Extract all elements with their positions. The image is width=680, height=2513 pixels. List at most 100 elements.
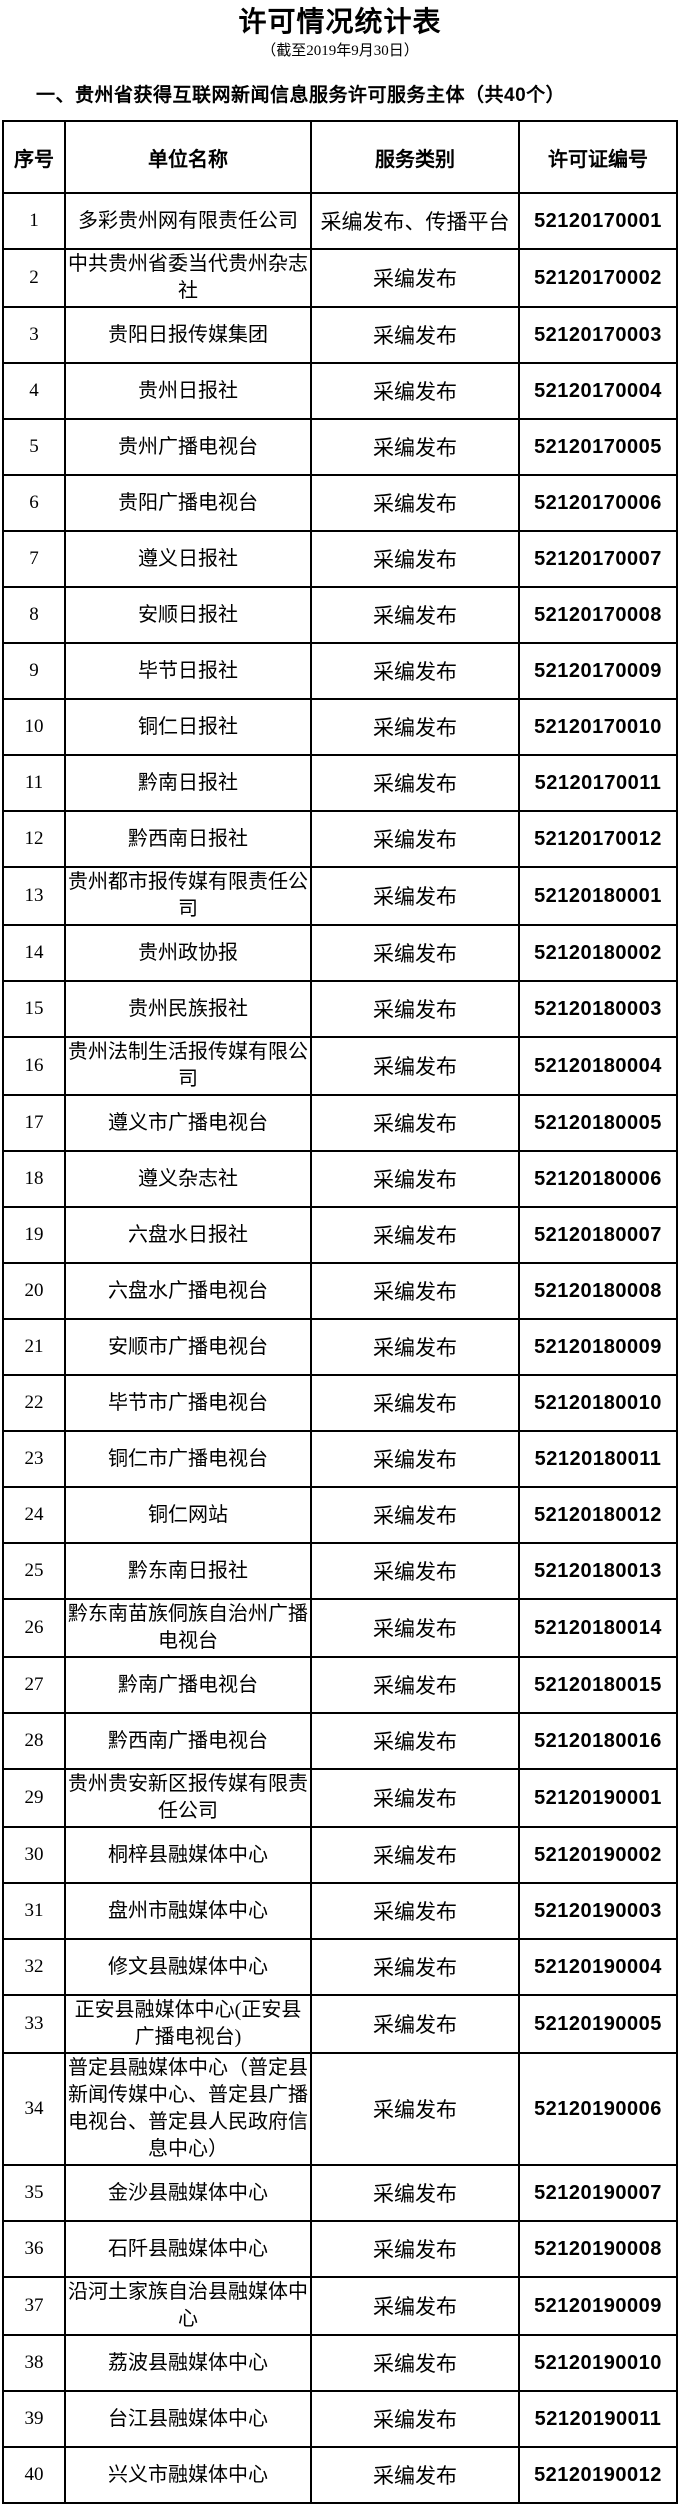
table-row: 26 黔东南苗族侗族自治州广播电视台 采编发布 52120180014 [2, 1598, 678, 1658]
column-header-unit-name: 单位名称 [64, 120, 312, 194]
cell-serial-number: 15 [2, 980, 66, 1038]
table-row: 32 修文县融媒体中心 采编发布 52120190004 [2, 1938, 678, 1996]
cell-unit-name: 遵义日报社 [64, 530, 312, 588]
cell-unit-name: 贵州贵安新区报传媒有限责任公司 [64, 1768, 312, 1828]
cell-service-category: 采编发布 [310, 362, 520, 420]
cell-serial-number: 26 [2, 1598, 66, 1658]
cell-service-category: 采编发布 [310, 1036, 520, 1096]
cell-service-category: 采编发布 [310, 1882, 520, 1940]
table-row: 12 黔西南日报社 采编发布 52120170012 [2, 810, 678, 868]
table-row: 20 六盘水广播电视台 采编发布 52120180008 [2, 1262, 678, 1320]
cell-license-number: 52120170008 [518, 586, 678, 644]
table-row: 1 多彩贵州网有限责任公司 采编发布、传播平台 52120170001 [2, 192, 678, 250]
cell-license-number: 52120190011 [518, 2390, 678, 2448]
cell-unit-name: 黔南广播电视台 [64, 1656, 312, 1714]
cell-unit-name: 石阡县融媒体中心 [64, 2220, 312, 2278]
cell-license-number: 52120190010 [518, 2334, 678, 2392]
cell-serial-number: 9 [2, 642, 66, 700]
table-row: 30 桐梓县融媒体中心 采编发布 52120190002 [2, 1826, 678, 1884]
cell-license-number: 52120180006 [518, 1150, 678, 1208]
cell-service-category: 采编发布、传播平台 [310, 192, 520, 250]
cell-serial-number: 27 [2, 1656, 66, 1714]
cell-license-number: 52120180014 [518, 1598, 678, 1658]
cell-unit-name: 金沙县融媒体中心 [64, 2164, 312, 2222]
cell-unit-name: 黔西南广播电视台 [64, 1712, 312, 1770]
page-subtitle: （截至2019年9月30日） [261, 43, 419, 59]
cell-serial-number: 8 [2, 586, 66, 644]
cell-serial-number: 5 [2, 418, 66, 476]
cell-unit-name: 普定县融媒体中心（普定县新闻传媒中心、普定县广播电视台、普定县人民政府信息中心） [64, 2052, 312, 2166]
cell-license-number: 52120190002 [518, 1826, 678, 1884]
cell-serial-number: 28 [2, 1712, 66, 1770]
cell-unit-name: 贵阳日报传媒集团 [64, 306, 312, 364]
table-row: 22 毕节市广播电视台 采编发布 52120180010 [2, 1374, 678, 1432]
table-row: 33 正安县融媒体中心(正安县广播电视台) 采编发布 52120190005 [2, 1994, 678, 2054]
cell-service-category: 采编发布 [310, 306, 520, 364]
cell-service-category: 采编发布 [310, 1656, 520, 1714]
cell-serial-number: 6 [2, 474, 66, 532]
cell-service-category: 采编发布 [310, 1094, 520, 1152]
cell-serial-number: 7 [2, 530, 66, 588]
table-row: 19 六盘水日报社 采编发布 52120180007 [2, 1206, 678, 1264]
cell-serial-number: 30 [2, 1826, 66, 1884]
table-row: 21 安顺市广播电视台 采编发布 52120180009 [2, 1318, 678, 1376]
cell-unit-name: 修文县融媒体中心 [64, 1938, 312, 1996]
cell-service-category: 采编发布 [310, 2390, 520, 2448]
cell-license-number: 52120180004 [518, 1036, 678, 1096]
table-row: 24 铜仁网站 采编发布 52120180012 [2, 1486, 678, 1544]
cell-service-category: 采编发布 [310, 586, 520, 644]
cell-serial-number: 3 [2, 306, 66, 364]
table-row: 15 贵州民族报社 采编发布 52120180003 [2, 980, 678, 1038]
cell-license-number: 52120190003 [518, 1882, 678, 1940]
cell-license-number: 52120190001 [518, 1768, 678, 1828]
cell-serial-number: 20 [2, 1262, 66, 1320]
cell-license-number: 52120170005 [518, 418, 678, 476]
cell-service-category: 采编发布 [310, 530, 520, 588]
column-header-service-category: 服务类别 [310, 120, 520, 194]
cell-serial-number: 21 [2, 1318, 66, 1376]
cell-unit-name: 沿河土家族自治县融媒体中心 [64, 2276, 312, 2336]
cell-service-category: 采编发布 [310, 2276, 520, 2336]
cell-unit-name: 铜仁网站 [64, 1486, 312, 1544]
cell-service-category: 采编发布 [310, 2052, 520, 2166]
table-row: 10 铜仁日报社 采编发布 52120170010 [2, 698, 678, 756]
cell-service-category: 采编发布 [310, 980, 520, 1038]
cell-license-number: 52120180010 [518, 1374, 678, 1432]
cell-license-number: 52120170002 [518, 248, 678, 308]
cell-unit-name: 铜仁市广播电视台 [64, 1430, 312, 1488]
cell-unit-name: 黔西南日报社 [64, 810, 312, 868]
cell-serial-number: 10 [2, 698, 66, 756]
cell-service-category: 采编发布 [310, 1430, 520, 1488]
cell-license-number: 52120170012 [518, 810, 678, 868]
cell-unit-name: 中共贵州省委当代贵州杂志社 [64, 248, 312, 308]
cell-unit-name: 兴义市融媒体中心 [64, 2446, 312, 2504]
table-row: 31 盘州市融媒体中心 采编发布 52120190003 [2, 1882, 678, 1940]
cell-service-category: 采编发布 [310, 2446, 520, 2504]
cell-service-category: 采编发布 [310, 1206, 520, 1264]
table-row: 29 贵州贵安新区报传媒有限责任公司 采编发布 52120190001 [2, 1768, 678, 1828]
license-table: 序号 单位名称 服务类别 许可证编号 1 多彩贵州网有限责任公司 采编发布、传播平台… [2, 120, 678, 2504]
cell-license-number: 52120190009 [518, 2276, 678, 2336]
table-row: 27 黔南广播电视台 采编发布 52120180015 [2, 1656, 678, 1714]
cell-license-number: 52120170006 [518, 474, 678, 532]
cell-service-category: 采编发布 [310, 2220, 520, 2278]
cell-service-category: 采编发布 [310, 2164, 520, 2222]
column-header-serial-number: 序号 [2, 120, 66, 194]
table-row: 18 遵义杂志社 采编发布 52120180006 [2, 1150, 678, 1208]
cell-unit-name: 六盘水广播电视台 [64, 1262, 312, 1320]
cell-unit-name: 六盘水日报社 [64, 1206, 312, 1264]
cell-service-category: 采编发布 [310, 418, 520, 476]
cell-license-number: 52120180003 [518, 980, 678, 1038]
cell-license-number: 52120190004 [518, 1938, 678, 1996]
cell-license-number: 52120170003 [518, 306, 678, 364]
cell-serial-number: 1 [2, 192, 66, 250]
cell-unit-name: 黔南日报社 [64, 754, 312, 812]
cell-serial-number: 35 [2, 2164, 66, 2222]
table-row: 11 黔南日报社 采编发布 52120170011 [2, 754, 678, 812]
table-row: 16 贵州法制生活报传媒有限公司 采编发布 52120180004 [2, 1036, 678, 1096]
cell-service-category: 采编发布 [310, 642, 520, 700]
table-row: 28 黔西南广播电视台 采编发布 52120180016 [2, 1712, 678, 1770]
table-row: 6 贵阳广播电视台 采编发布 52120170006 [2, 474, 678, 532]
cell-serial-number: 37 [2, 2276, 66, 2336]
table-row: 8 安顺日报社 采编发布 52120170008 [2, 586, 678, 644]
